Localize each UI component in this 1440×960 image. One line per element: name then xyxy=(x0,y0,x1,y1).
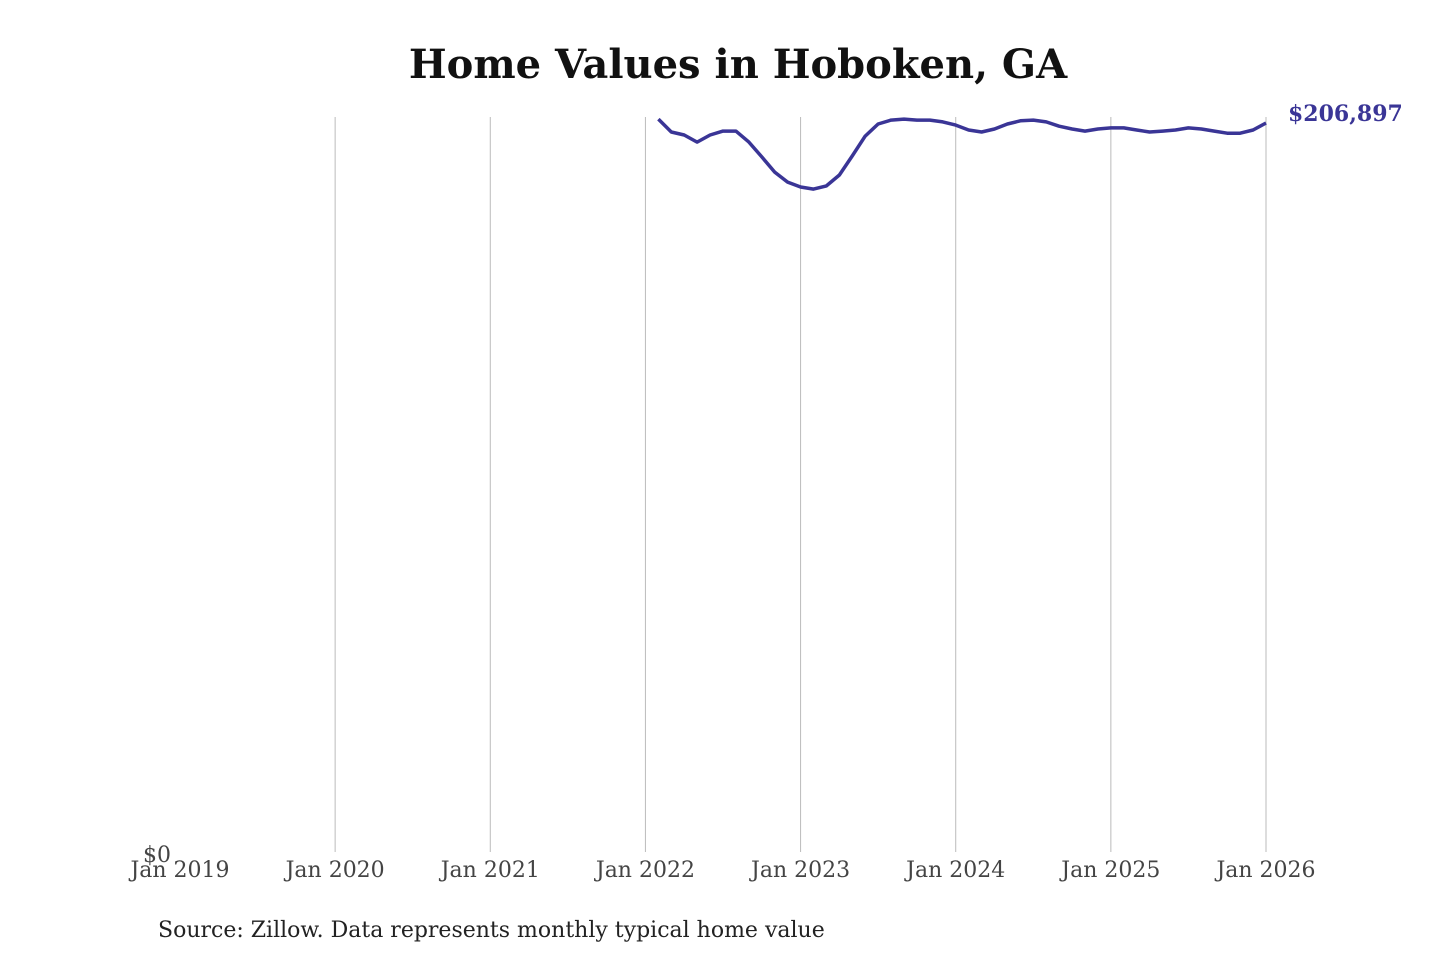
source-note: Source: Zillow. Data represents monthly … xyxy=(158,918,825,943)
chart-title: Home Values in Hoboken, GA xyxy=(409,41,1068,88)
x-tick-label: Jan 2021 xyxy=(439,858,540,883)
x-tick-label: Jan 2024 xyxy=(904,858,1005,883)
x-tick-label: Jan 2022 xyxy=(594,858,695,883)
x-tick-label: Jan 2025 xyxy=(1059,858,1160,883)
x-tick-label: Jan 2026 xyxy=(1214,858,1315,883)
y-tick-label: $0 xyxy=(143,843,171,868)
x-tick-label: Jan 2019 xyxy=(128,858,229,883)
value-label: $206,897 xyxy=(1288,101,1403,127)
x-tick-label: Jan 2023 xyxy=(749,858,850,883)
line xyxy=(657,117,1267,191)
x-tick-label: Jan 2020 xyxy=(284,858,385,883)
